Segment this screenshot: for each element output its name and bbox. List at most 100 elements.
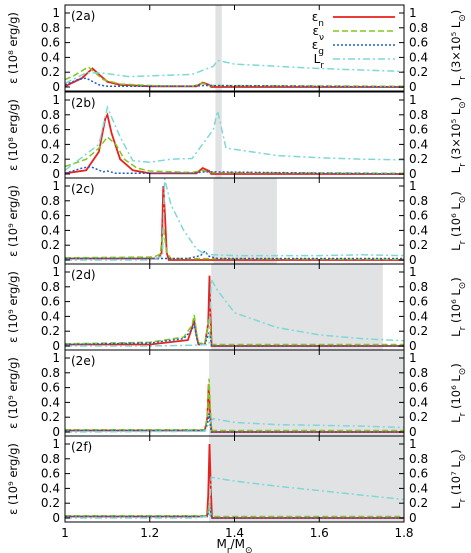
panel-5: 0 00.2 0.20.4 0.40.6 0.60.8 0.81 1(2e)ε (10⁹ e… [6,349,468,439]
y-tick-label: 0.8 [41,194,60,208]
y2-axis-label: Lr (10⁶ L⊙) [449,191,468,251]
shaded-region [209,436,404,522]
y2-tick-label: 0.8 [409,366,428,380]
y-tick-label: 0.6 [41,295,60,309]
y2-tick-label: 0.2 [409,238,428,252]
y-tick-label: 0.2 [41,324,60,338]
y2-label-main: L [449,416,463,423]
series-line-n [65,275,404,347]
y-tick-label: 0.2 [41,152,60,166]
y-tick-label: 0 [52,167,60,181]
x-label-sub: r [227,546,231,553]
shaded-region [209,350,404,436]
y2-tick-label: 0.6 [409,36,428,50]
y2-label-sun: ⊙ [458,196,468,204]
y2-tick-label: 0.6 [409,123,428,137]
legend-label: εg [312,38,324,57]
y-axis-label: ε (10⁹ erg/g) [6,185,20,257]
legend-label: εν [312,24,324,43]
y2-label-sun: ⊙ [458,101,468,109]
y2-label-sun: ⊙ [458,454,468,462]
series-group [65,178,404,261]
y2-label-main: L [449,244,463,251]
y-tick-label: 0.6 [41,381,60,395]
x-label-main: M [216,537,226,551]
shaded-region [215,92,222,178]
y-tick-label: 0.4 [41,137,60,151]
y-tick-label: 0.8 [41,108,60,122]
series-line-r [65,417,404,433]
y2-tick-label: 1 [409,265,417,279]
legend-subscript: n [318,19,324,29]
y-tick-label: 0 [52,425,60,439]
y-tick-label: 0 [52,339,60,353]
y2-tick-label: 0 [409,80,417,94]
panel-label: (2b) [71,96,96,110]
y-tick-label: 0.2 [41,410,60,424]
y2-tick-label: 0 [409,339,417,353]
panel-label: (2e) [71,354,95,368]
y2-label-sun: ⊙ [458,14,468,22]
y2-label-main: L [449,79,463,86]
y2-tick-label: 0.6 [409,467,428,481]
y2-label-main: L [449,166,463,173]
series-line-r [65,178,404,261]
y2-label-close: ) [449,363,463,368]
y-tick-label: 0.8 [41,21,60,35]
y-tick-label: 0.4 [41,223,60,237]
y2-label-tail: (3×10⁵ L [449,108,463,163]
legend-label: Lr [314,52,325,71]
y-tick-label: 0.2 [41,238,60,252]
series-line-ν [65,314,404,346]
y2-tick-label: 0.4 [409,395,428,409]
y2-label-close: ) [449,449,463,454]
y2-label-tail: (10⁷ L [449,461,463,499]
y2-label-close: ) [449,191,463,196]
y2-tick-label: 0.8 [409,21,428,35]
y2-axis-label: Lr (3×10⁵ L⊙) [449,10,468,87]
series-line-r [65,104,404,171]
y-tick-label: 0.4 [41,395,60,409]
series-line-n [65,67,404,88]
y-tick-label: 1 [52,93,60,107]
panel-frame [64,91,405,179]
y2-label-sub: r [458,326,468,330]
shaded-region [211,264,383,350]
y2-label-sub: r [458,240,468,244]
series-line-ν [65,66,404,88]
series-line-r [65,59,404,84]
y2-axis-label: Lr (10⁶ L⊙) [449,277,468,337]
y-tick-label: 0.6 [41,123,60,137]
x-tick-label: 1.4 [225,526,244,540]
y2-label-close: ) [449,277,463,282]
y-tick-label: 0.4 [41,481,60,495]
panel-1: 0 00.2 0.20.4 0.40.6 0.60.8 0.81 1(2a)ε (10⁸ e… [6,4,468,94]
x-tick-label: 1 [61,526,69,540]
y-axis-label: ε (10⁸ erg/g) [6,99,20,171]
y2-label-sub: r [458,76,468,80]
y2-tick-label: 0.4 [409,223,428,237]
y-tick-label: 1 [52,437,60,451]
y2-tick-label: 0 [409,253,417,267]
series-group [65,104,404,175]
y2-tick-label: 0.2 [409,324,428,338]
x-tick-label: 1.8 [394,526,413,540]
y-axis-label: ε (10⁹ erg/g) [6,357,20,429]
y-tick-label: 0.2 [41,496,60,510]
y2-tick-label: 1 [409,179,417,193]
series-line-ν [65,135,404,175]
legend-symbol: L [314,52,321,66]
series-group [65,59,404,88]
y2-label-tail: (10⁶ L [449,375,463,413]
y2-axis-label: Lr (3×10⁵ L⊙) [449,97,468,174]
y2-label-main: L [449,330,463,337]
series-line-ν [65,503,404,518]
series-line-g [65,77,404,88]
y2-tick-label: 0.2 [409,152,428,166]
y-tick-label: 0.6 [41,209,60,223]
x-label-tail: /M [231,537,245,551]
y2-label-close: ) [449,10,463,15]
y2-label-close: ) [449,97,463,102]
